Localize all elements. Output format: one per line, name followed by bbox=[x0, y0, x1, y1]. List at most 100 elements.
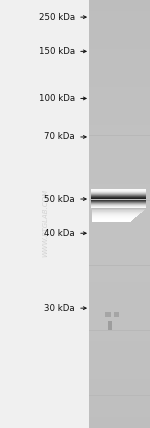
Bar bbox=[89, 184, 150, 190]
Bar bbox=[89, 244, 150, 249]
Bar bbox=[89, 363, 150, 369]
Bar bbox=[92, 211, 142, 212]
Bar bbox=[92, 221, 131, 222]
Text: 100 kDa: 100 kDa bbox=[39, 94, 75, 103]
Bar bbox=[89, 27, 150, 33]
Bar bbox=[89, 238, 150, 244]
Bar bbox=[89, 65, 150, 71]
Bar bbox=[89, 206, 150, 211]
Bar bbox=[89, 22, 150, 27]
Bar bbox=[89, 320, 150, 325]
Bar bbox=[89, 342, 150, 347]
Bar bbox=[89, 130, 150, 135]
Bar bbox=[89, 103, 150, 108]
Bar bbox=[89, 347, 150, 352]
Bar bbox=[89, 49, 150, 54]
Bar bbox=[89, 233, 150, 238]
Bar bbox=[89, 125, 150, 130]
Bar bbox=[92, 215, 137, 216]
Bar bbox=[89, 276, 150, 282]
Bar bbox=[89, 401, 150, 406]
Bar bbox=[89, 369, 150, 374]
Bar bbox=[89, 59, 150, 65]
Bar bbox=[92, 212, 142, 213]
Bar bbox=[92, 213, 140, 214]
Bar bbox=[89, 303, 150, 309]
Bar bbox=[89, 298, 150, 303]
Bar bbox=[89, 412, 150, 417]
Bar bbox=[89, 163, 150, 168]
Bar bbox=[89, 136, 150, 141]
Bar bbox=[114, 312, 119, 317]
Bar bbox=[92, 219, 133, 220]
Bar bbox=[92, 214, 139, 215]
Bar bbox=[89, 81, 150, 87]
Text: 30 kDa: 30 kDa bbox=[44, 303, 75, 313]
Bar bbox=[89, 287, 150, 293]
Bar bbox=[92, 213, 141, 214]
Bar bbox=[89, 114, 150, 119]
Bar bbox=[89, 293, 150, 298]
Bar bbox=[89, 374, 150, 379]
Bar bbox=[89, 141, 150, 146]
Bar bbox=[89, 108, 150, 114]
Bar bbox=[89, 87, 150, 92]
Bar bbox=[92, 209, 146, 210]
Bar bbox=[89, 390, 150, 395]
Bar bbox=[89, 407, 150, 412]
Text: 70 kDa: 70 kDa bbox=[44, 132, 75, 142]
Bar bbox=[89, 0, 150, 428]
Bar bbox=[92, 217, 135, 218]
Bar bbox=[89, 157, 150, 163]
Bar bbox=[89, 71, 150, 76]
Bar bbox=[89, 201, 150, 206]
Bar bbox=[89, 11, 150, 16]
Bar bbox=[108, 321, 112, 330]
Bar bbox=[89, 282, 150, 287]
Text: 40 kDa: 40 kDa bbox=[44, 229, 75, 238]
Text: WWW.PTGLAB.COM: WWW.PTGLAB.COM bbox=[42, 188, 48, 257]
Bar bbox=[89, 330, 150, 336]
Bar bbox=[89, 43, 150, 49]
Bar bbox=[92, 216, 137, 217]
Bar bbox=[89, 16, 150, 22]
Bar bbox=[89, 98, 150, 103]
Bar bbox=[89, 38, 150, 43]
Bar bbox=[92, 209, 145, 210]
Bar bbox=[89, 0, 150, 6]
Bar bbox=[89, 395, 150, 401]
Bar bbox=[92, 210, 144, 211]
Bar bbox=[89, 179, 150, 184]
Bar bbox=[89, 190, 150, 195]
Bar bbox=[89, 379, 150, 385]
Bar bbox=[92, 219, 133, 220]
Bar bbox=[89, 146, 150, 152]
Bar bbox=[89, 152, 150, 157]
Bar bbox=[89, 271, 150, 276]
Bar bbox=[89, 255, 150, 260]
Bar bbox=[89, 336, 150, 341]
Bar bbox=[89, 211, 150, 217]
Bar bbox=[89, 6, 150, 11]
Text: 150 kDa: 150 kDa bbox=[39, 47, 75, 56]
Bar bbox=[89, 423, 150, 428]
Bar bbox=[89, 76, 150, 81]
Bar bbox=[89, 217, 150, 222]
Bar bbox=[89, 385, 150, 390]
Bar bbox=[89, 265, 150, 271]
Bar bbox=[89, 195, 150, 200]
Bar bbox=[89, 314, 150, 320]
Bar bbox=[89, 249, 150, 255]
Bar bbox=[89, 54, 150, 59]
Text: 50 kDa: 50 kDa bbox=[44, 194, 75, 204]
Bar bbox=[89, 92, 150, 98]
Bar bbox=[92, 208, 146, 209]
Bar bbox=[89, 358, 150, 363]
Bar bbox=[89, 33, 150, 38]
Bar bbox=[89, 173, 150, 179]
Bar bbox=[89, 417, 150, 422]
Text: 250 kDa: 250 kDa bbox=[39, 12, 75, 22]
Bar bbox=[92, 215, 138, 216]
Bar bbox=[89, 119, 150, 125]
Bar bbox=[89, 168, 150, 173]
